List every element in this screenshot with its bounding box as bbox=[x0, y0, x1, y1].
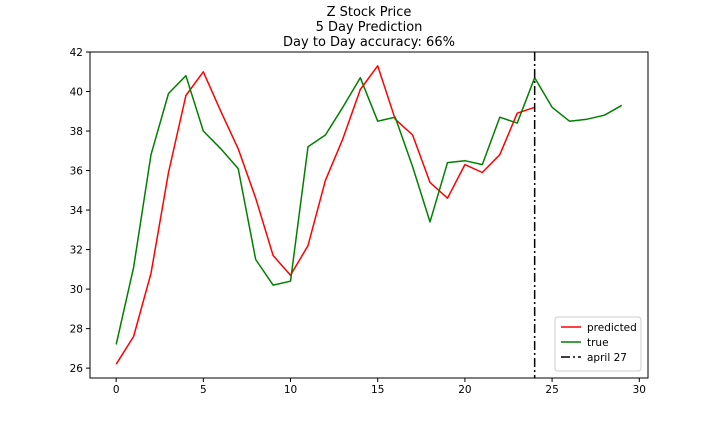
y-tick-label: 26 bbox=[70, 363, 84, 375]
series-line-true bbox=[115, 74, 623, 345]
y-tick-label: 30 bbox=[70, 284, 83, 296]
x-tick-label: 30 bbox=[633, 384, 646, 396]
y-tick-label: 34 bbox=[70, 205, 84, 217]
chart-title-line-3: Day to Day accuracy: 66% bbox=[283, 35, 455, 50]
y-tick-label: 32 bbox=[70, 245, 83, 257]
chart-title: Z Stock Price 5 Day Prediction Day to Da… bbox=[283, 5, 455, 50]
chart-title-line-2: 5 Day Prediction bbox=[316, 20, 423, 35]
x-tick-label: 10 bbox=[284, 384, 297, 396]
series-group bbox=[115, 65, 623, 365]
x-tick-label: 0 bbox=[113, 384, 120, 396]
x-tick-label: 5 bbox=[200, 384, 207, 396]
y-tick-label: 38 bbox=[70, 126, 83, 138]
series-line-predicted bbox=[115, 65, 535, 365]
legend-label-true: true bbox=[587, 337, 609, 349]
y-tick-label: 42 bbox=[70, 47, 83, 59]
y-tick-label: 40 bbox=[70, 87, 83, 99]
x-tick-label: 15 bbox=[371, 384, 384, 396]
legend-box bbox=[554, 316, 642, 372]
x-axis: 0 5 10 15 20 25 30 bbox=[113, 378, 646, 396]
y-tick-label: 36 bbox=[70, 166, 84, 178]
legend: predicted true april 27 bbox=[554, 316, 642, 372]
x-tick-label: 20 bbox=[458, 384, 471, 396]
y-axis: 26 28 30 32 34 36 38 40 42 bbox=[70, 47, 90, 375]
chart-title-line-1: Z Stock Price bbox=[327, 5, 412, 20]
legend-label-april-27: april 27 bbox=[587, 352, 627, 364]
legend-label-predicted: predicted bbox=[587, 322, 637, 334]
plot-frame bbox=[89, 51, 649, 379]
x-tick-label: 25 bbox=[545, 384, 558, 396]
y-tick-label: 28 bbox=[70, 324, 83, 336]
